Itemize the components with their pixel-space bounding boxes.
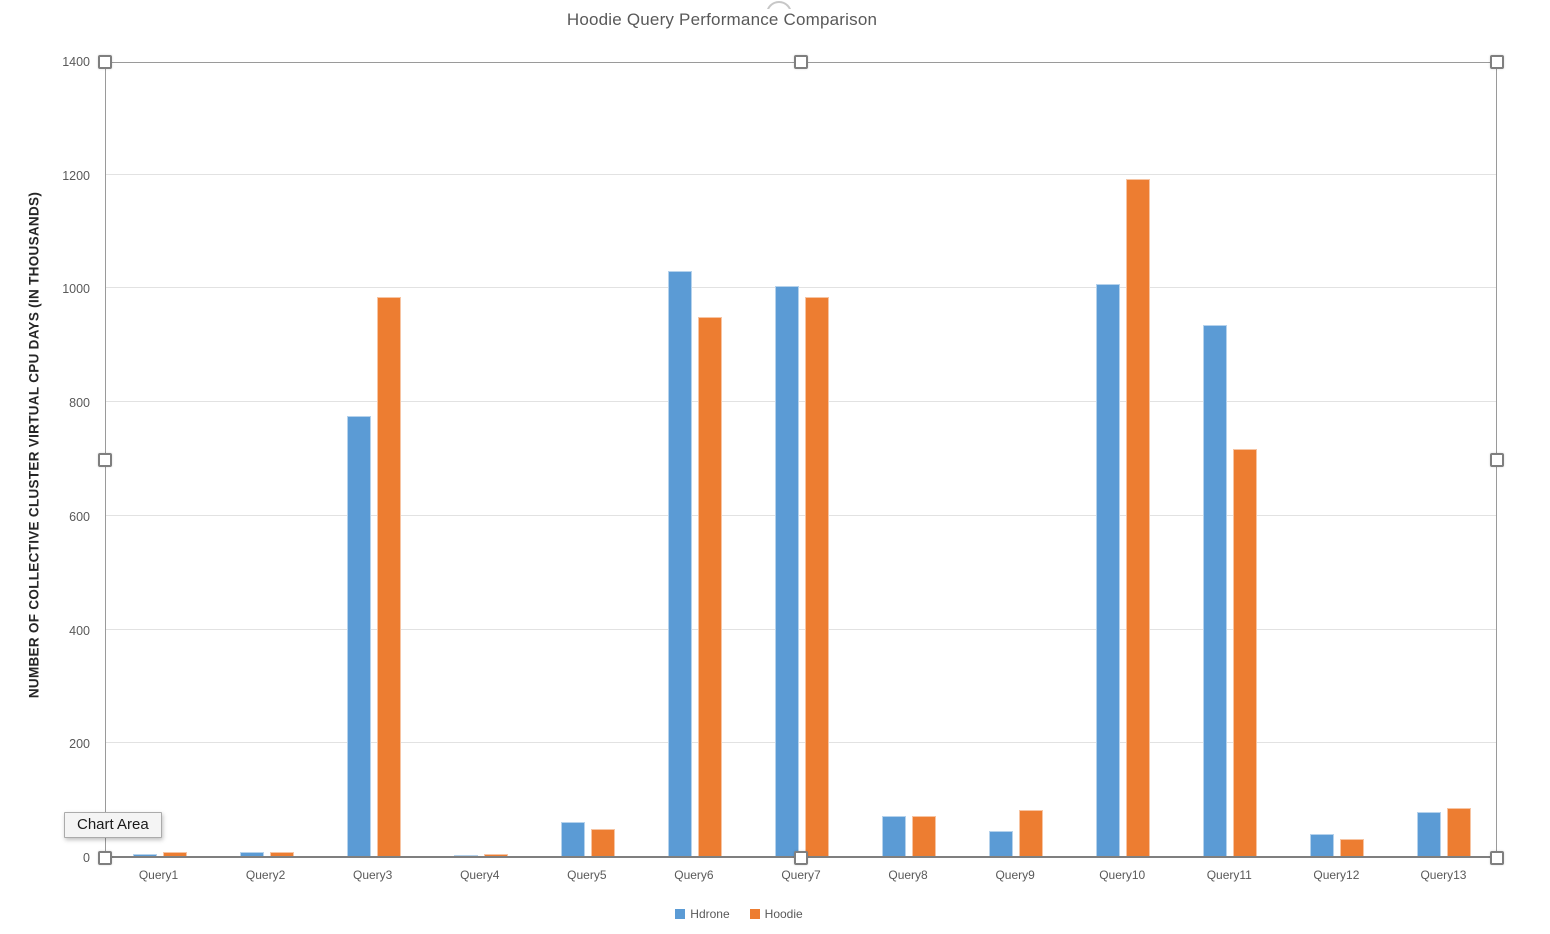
x-tick-label-query12: Query12 <box>1313 868 1360 882</box>
bar-hdrone-query3[interactable] <box>346 416 371 857</box>
legend-swatch-hoodie <box>749 909 760 919</box>
legend-label-hoodie: Hoodie <box>764 907 803 921</box>
selection-handle-top-left[interactable] <box>98 55 112 69</box>
bar-hoodie-query4[interactable] <box>483 854 508 857</box>
bar-hoodie-query9[interactable] <box>1019 809 1044 857</box>
gridline-1200 <box>106 173 1496 175</box>
bar-hoodie-query12[interactable] <box>1340 838 1365 857</box>
x-tick-label-query7: Query7 <box>781 868 821 882</box>
y-tick-label-600: 600 <box>69 509 90 524</box>
bar-hdrone-query12[interactable] <box>1310 834 1335 857</box>
chart-area-tooltip: Chart Area <box>64 812 162 838</box>
y-tick-label-800: 800 <box>69 396 90 411</box>
x-tick-label-query3: Query3 <box>353 868 393 882</box>
bar-hdrone-query1[interactable] <box>132 854 157 857</box>
x-tick-label-query8: Query8 <box>888 868 928 882</box>
bar-hdrone-query9[interactable] <box>989 830 1014 857</box>
bar-hdrone-query10[interactable] <box>1096 283 1121 857</box>
gridline-400 <box>106 628 1496 630</box>
rotation-handle-arc[interactable] <box>764 0 796 9</box>
bar-hdrone-query13[interactable] <box>1417 812 1442 857</box>
bar-hoodie-query8[interactable] <box>912 815 937 857</box>
y-tick-label-400: 400 <box>69 623 90 638</box>
x-tick-label-query10: Query10 <box>1099 868 1146 882</box>
bar-hdrone-query5[interactable] <box>560 821 585 857</box>
y-tick-label-1200: 1200 <box>62 168 90 183</box>
y-tick-label-0: 0 <box>83 851 90 865</box>
x-tick-label-query5: Query5 <box>567 868 607 882</box>
bar-hoodie-query5[interactable] <box>590 828 615 857</box>
bar-hoodie-query10[interactable] <box>1126 178 1151 857</box>
bar-hoodie-query11[interactable] <box>1233 448 1258 857</box>
gridline-200 <box>106 742 1496 744</box>
legend-label-hdrone: Hdrone <box>690 907 730 921</box>
bar-hoodie-query3[interactable] <box>376 296 401 857</box>
selection-handle-top-center[interactable] <box>794 55 808 69</box>
selection-handle-bottom-center[interactable] <box>794 851 808 865</box>
selection-handle-top-right[interactable] <box>1490 55 1504 69</box>
x-tick-label-query2: Query2 <box>245 868 286 882</box>
legend[interactable]: Hdrone Hoodie <box>43 903 1435 925</box>
legend-swatch-hdrone <box>675 909 686 919</box>
selection-handle-mid-right[interactable] <box>1490 453 1504 467</box>
x-tick-label-query6: Query6 <box>674 868 714 882</box>
bar-hoodie-query1[interactable] <box>162 852 187 857</box>
chart-title[interactable]: Hoodie Query Performance Comparison <box>566 10 878 29</box>
bar-hdrone-query4[interactable] <box>453 854 478 857</box>
x-tick-label-query4: Query4 <box>460 868 500 882</box>
bar-hdrone-query11[interactable] <box>1203 325 1228 857</box>
y-axis-title[interactable]: NUMBER OF COLLECTIVE CLUSTER VIRTUAL CPU… <box>26 191 42 699</box>
selection-handle-bottom-left[interactable] <box>98 851 112 865</box>
y-tick-label-1000: 1000 <box>62 282 90 297</box>
x-tick-label-query13: Query13 <box>1420 868 1467 882</box>
legend-item-hoodie[interactable]: Hoodie <box>749 907 803 921</box>
selection-handle-mid-left[interactable] <box>98 453 112 467</box>
selection-handle-bottom-right[interactable] <box>1490 851 1504 865</box>
plot-area[interactable] <box>104 62 1498 858</box>
bar-hdrone-query7[interactable] <box>775 285 799 857</box>
x-tick-label-query9: Query9 <box>995 868 1035 882</box>
bar-hoodie-query13[interactable] <box>1447 808 1472 857</box>
x-tick-label-query11: Query11 <box>1206 868 1252 882</box>
bar-hdrone-query8[interactable] <box>882 816 907 857</box>
gridline-1000 <box>106 287 1496 289</box>
bar-hoodie-query6[interactable] <box>697 316 722 857</box>
gridline-800 <box>106 401 1496 403</box>
bar-hdrone-query6[interactable] <box>667 271 692 857</box>
y-tick-label-200: 200 <box>69 737 90 752</box>
bar-hoodie-query2[interactable] <box>269 852 294 857</box>
y-tick-label-1400: 1400 <box>62 55 90 69</box>
bar-hoodie-query7[interactable] <box>805 296 829 857</box>
legend-item-hdrone[interactable]: Hdrone <box>675 907 730 921</box>
gridline-600 <box>106 514 1496 516</box>
x-tick-label-query1: Query1 <box>138 868 179 882</box>
bar-hdrone-query2[interactable] <box>239 852 264 857</box>
